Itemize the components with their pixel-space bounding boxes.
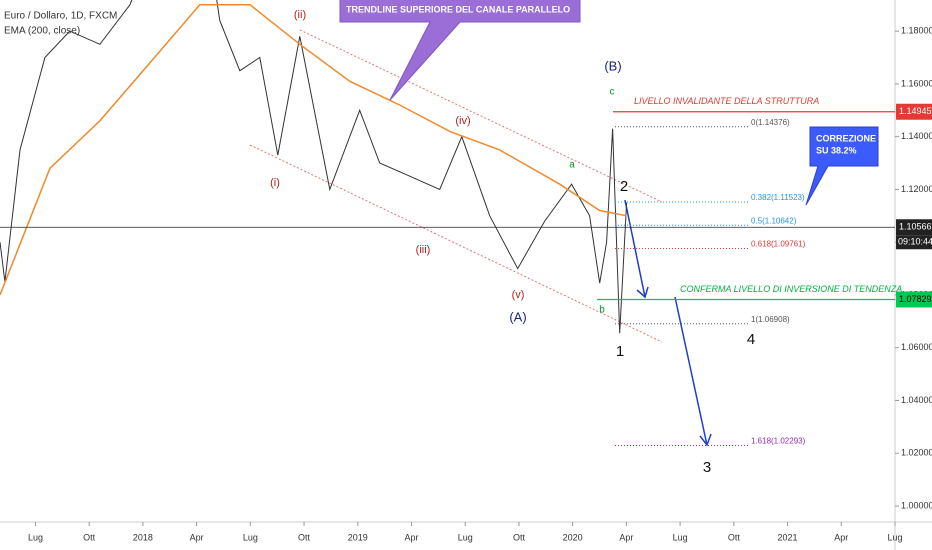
y-tick-label: 1.12000 bbox=[901, 184, 932, 194]
x-tick-label: 2021 bbox=[778, 532, 798, 542]
y-tick-label: 1.00000 bbox=[901, 500, 932, 510]
wave-label: (ii) bbox=[294, 9, 306, 21]
arrow bbox=[624, 199, 646, 298]
wave-label: 2 bbox=[620, 178, 628, 195]
arrows bbox=[624, 199, 712, 447]
x-tick-label: Lug bbox=[887, 532, 902, 542]
countdown-tag bbox=[896, 235, 932, 250]
wave-label: (i) bbox=[270, 177, 280, 189]
x-tick-label: Ott bbox=[513, 532, 526, 542]
wave-label: (A) bbox=[509, 309, 526, 324]
callout-text: CORREZIONE bbox=[816, 133, 876, 143]
callout-box bbox=[339, 0, 581, 101]
arrow-head bbox=[636, 286, 649, 299]
x-tick-label: 2019 bbox=[348, 532, 368, 542]
wave-label: (v) bbox=[512, 289, 525, 301]
fib-label: 1(1.06908) bbox=[751, 315, 790, 324]
ema-line bbox=[0, 3, 627, 296]
x-tick-label: Lug bbox=[673, 532, 688, 542]
price-tag bbox=[896, 291, 932, 308]
x-tick-label: 2018 bbox=[133, 532, 153, 542]
channel-lower bbox=[249, 144, 663, 343]
wave-label: 3 bbox=[703, 459, 711, 476]
y-tick-label: 1.04000 bbox=[901, 395, 932, 405]
price-tag-label: 1.10566 bbox=[899, 222, 932, 232]
arrow-head bbox=[699, 433, 712, 447]
callout-text: SU 38.2% bbox=[816, 145, 857, 155]
price-tag-label: 1.07829 bbox=[899, 294, 932, 304]
legend-entry: Euro / Dollaro, 1D, FXCM bbox=[4, 11, 117, 22]
x-tick-label: Ott bbox=[83, 532, 96, 542]
countdown-label: 09:10:44 bbox=[898, 237, 932, 247]
wave-label: (B) bbox=[604, 58, 621, 73]
wave-label: (iii) bbox=[416, 244, 431, 256]
callout-box bbox=[805, 126, 879, 206]
price-tag bbox=[896, 103, 932, 120]
fib-label: 0.618(1.09761) bbox=[751, 240, 806, 249]
y-tick-label: 1.02000 bbox=[901, 448, 932, 458]
x-tick-label: Apr bbox=[619, 532, 633, 542]
x-tick-label: Apr bbox=[190, 532, 204, 542]
x-tick-label: Ott bbox=[298, 532, 311, 542]
y-tick-label: 1.16000 bbox=[901, 78, 932, 88]
price-tag bbox=[896, 219, 932, 236]
level-label: CONFERMA LIVELLO DI INVERSIONE DI TENDEN… bbox=[680, 284, 902, 294]
wave-label: a bbox=[569, 160, 575, 171]
fib-label: 0.5(1.10642) bbox=[751, 216, 797, 225]
level-label: LIVELLO INVALIDANTE DELLA STRUTTURA bbox=[634, 96, 819, 106]
x-tick-label: Lug bbox=[28, 532, 43, 542]
x-tick-label: Apr bbox=[404, 532, 418, 542]
x-tick-label: 2020 bbox=[563, 532, 583, 542]
x-tick-label: Lug bbox=[458, 532, 473, 542]
fib-label: 0(1.14376) bbox=[751, 118, 790, 127]
x-tick-label: Apr bbox=[834, 532, 848, 542]
y-tick-label: 1.14000 bbox=[901, 131, 932, 141]
wave-label: 1 bbox=[616, 343, 624, 360]
wave-label: c bbox=[610, 87, 615, 98]
x-tick-label: Ott bbox=[728, 532, 741, 542]
fib-label: 0.382(1.11523) bbox=[751, 193, 805, 202]
arrow bbox=[674, 296, 708, 446]
legend-entry: EMA (200, close) bbox=[4, 26, 80, 37]
channel-upper bbox=[299, 29, 663, 203]
x-tick-label: Lug bbox=[243, 532, 258, 542]
wave-label: b bbox=[599, 305, 605, 316]
y-tick-label: 1.18000 bbox=[901, 26, 932, 36]
callout-text: TRENDLINE SUPERIORE DEL CANALE PARALLELO bbox=[346, 4, 570, 14]
price-tag-label: 1.14945 bbox=[899, 106, 932, 116]
wave-label: 4 bbox=[747, 331, 755, 348]
fib-label: 1.618(1.02293) bbox=[751, 437, 806, 446]
y-tick-label: 1.06000 bbox=[901, 342, 932, 352]
wave-label: (iv) bbox=[455, 115, 470, 127]
